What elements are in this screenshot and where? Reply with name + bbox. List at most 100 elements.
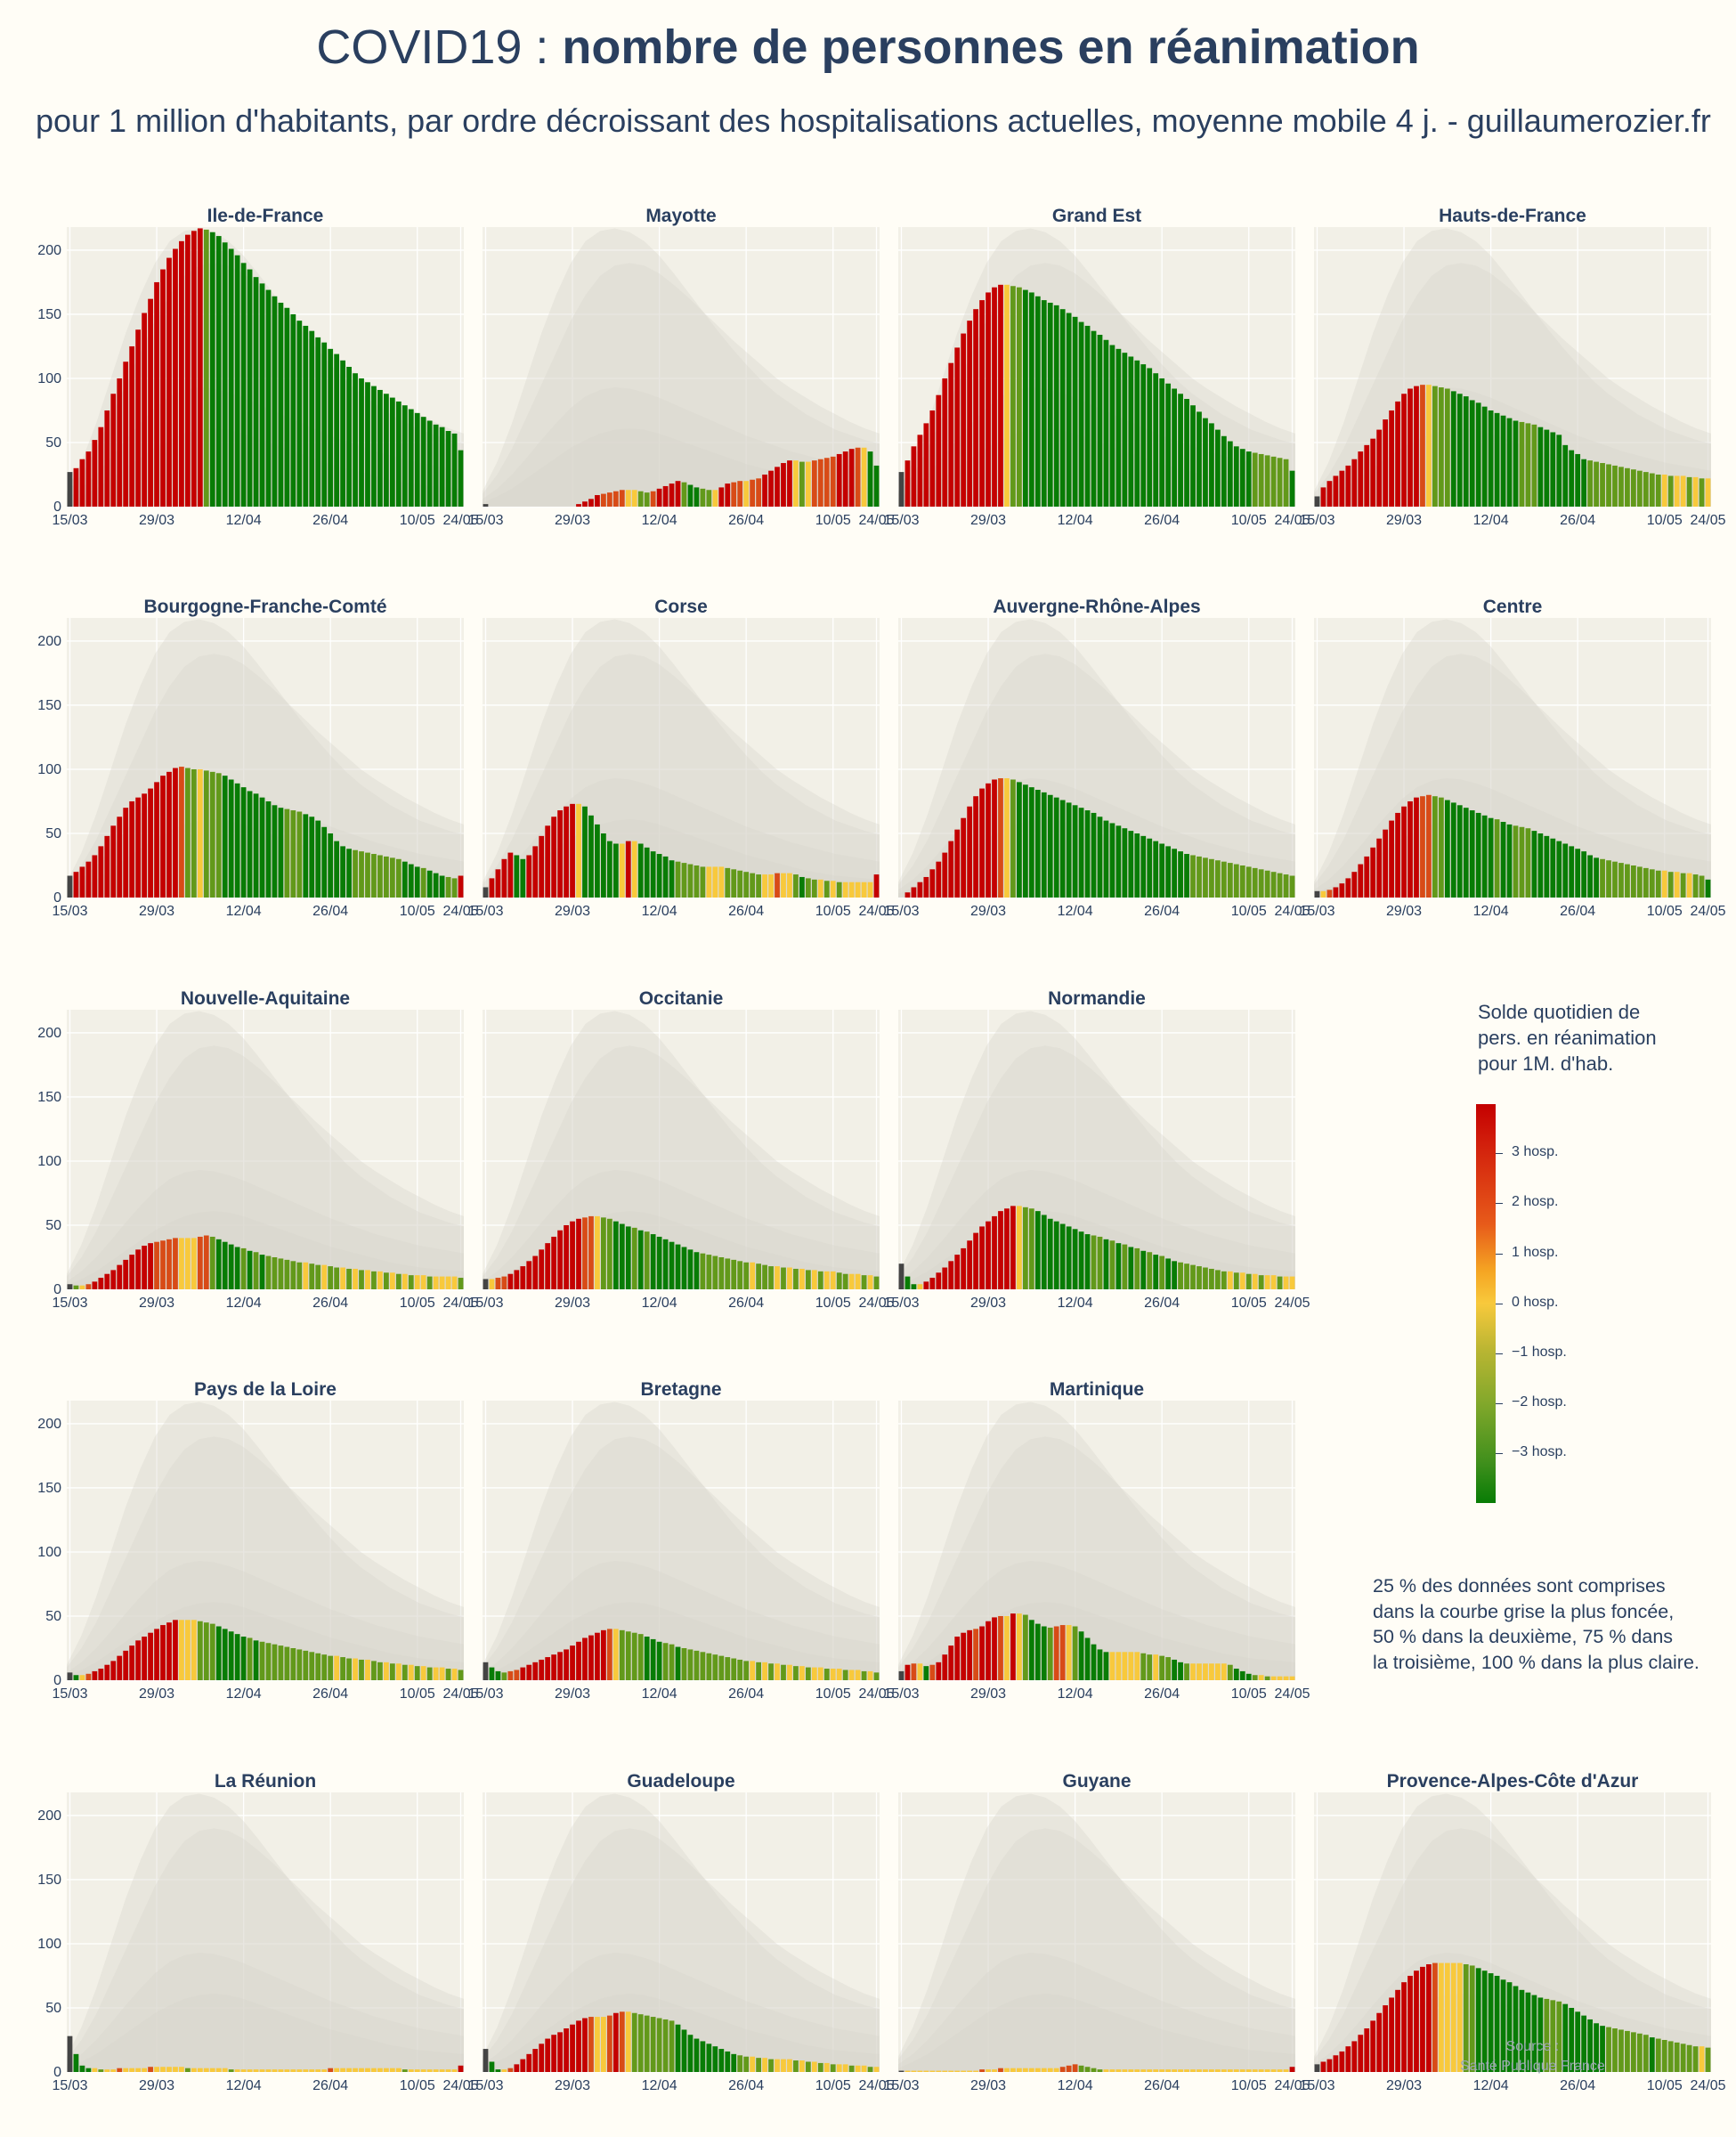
bar — [551, 817, 557, 898]
bar — [817, 459, 823, 507]
bar — [830, 2064, 836, 2072]
bar — [222, 1241, 228, 1289]
bar — [606, 492, 612, 507]
bar — [1209, 423, 1214, 507]
bar — [961, 333, 967, 507]
x-tick-label: 29/03 — [139, 1686, 174, 1702]
bar — [328, 348, 334, 507]
bar — [247, 1250, 253, 1289]
y-tick-label: 150 — [37, 698, 61, 713]
bar — [315, 2069, 321, 2072]
source-line: Source : — [1505, 2039, 1560, 2054]
bar — [1264, 1275, 1270, 1289]
bar — [564, 806, 569, 898]
x-tick-label: 10/05 — [815, 1686, 851, 1702]
bar — [296, 1649, 303, 1680]
bar — [1333, 2055, 1339, 2072]
bar — [1115, 2069, 1122, 2072]
y-tick-label: 50 — [45, 435, 61, 451]
x-tick-label: 26/04 — [728, 2078, 764, 2093]
bar — [1134, 360, 1140, 507]
bar — [222, 2068, 228, 2072]
grey-envelope-band — [67, 1994, 464, 2072]
bar — [489, 878, 495, 898]
bar — [1084, 1637, 1091, 1680]
bar — [433, 1667, 439, 1680]
region-panel: Guadeloupe 15/03 29/03 12/04 26/04 10/05 24/05 — [467, 1771, 894, 2093]
bar — [1034, 1623, 1041, 1680]
bar — [582, 2018, 588, 2072]
bar — [706, 1255, 712, 1289]
bar — [1618, 2029, 1624, 2072]
x-tick-label: 10/05 — [400, 513, 435, 528]
bar — [545, 2038, 551, 2072]
bar — [1159, 1255, 1165, 1289]
bar — [247, 269, 253, 507]
bar — [637, 1230, 644, 1289]
bar — [420, 1275, 426, 1289]
bar — [1072, 2064, 1078, 2072]
bar — [986, 2069, 991, 2072]
bar — [637, 2014, 644, 2072]
grey-envelope-band — [67, 228, 464, 507]
bar — [1506, 824, 1513, 898]
bar — [1184, 1264, 1189, 1289]
bar — [334, 1655, 340, 1680]
bar — [998, 1211, 1003, 1289]
bar — [1469, 810, 1475, 898]
bar — [1401, 1982, 1407, 2072]
bar — [836, 1272, 842, 1289]
bar — [731, 482, 737, 507]
bar — [1351, 459, 1358, 507]
bar — [191, 2068, 197, 2072]
bar — [1463, 396, 1469, 507]
bar — [1239, 1670, 1245, 1680]
bar — [328, 1655, 334, 1680]
bar — [606, 1218, 612, 1289]
x-tick-label: 24/05 — [1690, 2078, 1725, 2093]
bar — [793, 874, 799, 898]
panel-title: Bretagne — [640, 1379, 721, 1400]
bar — [1420, 796, 1425, 898]
bar — [1432, 1962, 1438, 2072]
bar — [340, 2068, 345, 2072]
bar — [948, 362, 954, 507]
grey-envelope-band — [67, 1211, 464, 1289]
bar — [1221, 2069, 1227, 2072]
bar — [612, 491, 619, 507]
bar — [631, 1227, 637, 1289]
bar — [265, 800, 272, 898]
colorbar-tick-label: −2 hosp. — [1512, 1394, 1567, 1410]
bar — [1289, 1676, 1295, 1680]
bar — [656, 1236, 662, 1289]
bar — [731, 1658, 737, 1680]
bar — [1091, 330, 1097, 507]
bar — [1407, 800, 1413, 898]
x-tick-label: 10/05 — [1231, 513, 1267, 528]
bar — [532, 2049, 539, 2072]
bar — [315, 1653, 321, 1680]
x-tick-label: 10/05 — [815, 904, 851, 919]
bar — [365, 852, 370, 898]
bar — [650, 1638, 656, 1680]
bar — [998, 2068, 1003, 2072]
x-tick-label: 10/05 — [815, 2078, 851, 2093]
bar — [1159, 378, 1165, 507]
bar — [681, 482, 687, 507]
bar — [675, 1646, 681, 1680]
grey-envelope-band — [898, 428, 1295, 507]
bar — [756, 874, 761, 898]
bar — [1147, 368, 1153, 507]
bar — [1010, 1613, 1016, 1680]
bar — [631, 1632, 637, 1680]
bar — [451, 1276, 458, 1289]
bar — [420, 2069, 426, 2072]
x-tick-label: 15/03 — [52, 1296, 87, 1311]
bar — [700, 1652, 706, 1680]
bar — [166, 1239, 172, 1289]
bar — [1618, 863, 1624, 898]
bar — [253, 2069, 259, 2072]
x-tick-label: 24/05 — [442, 1296, 478, 1311]
bar — [1494, 819, 1500, 898]
x-tick-label: 15/03 — [883, 1296, 919, 1311]
